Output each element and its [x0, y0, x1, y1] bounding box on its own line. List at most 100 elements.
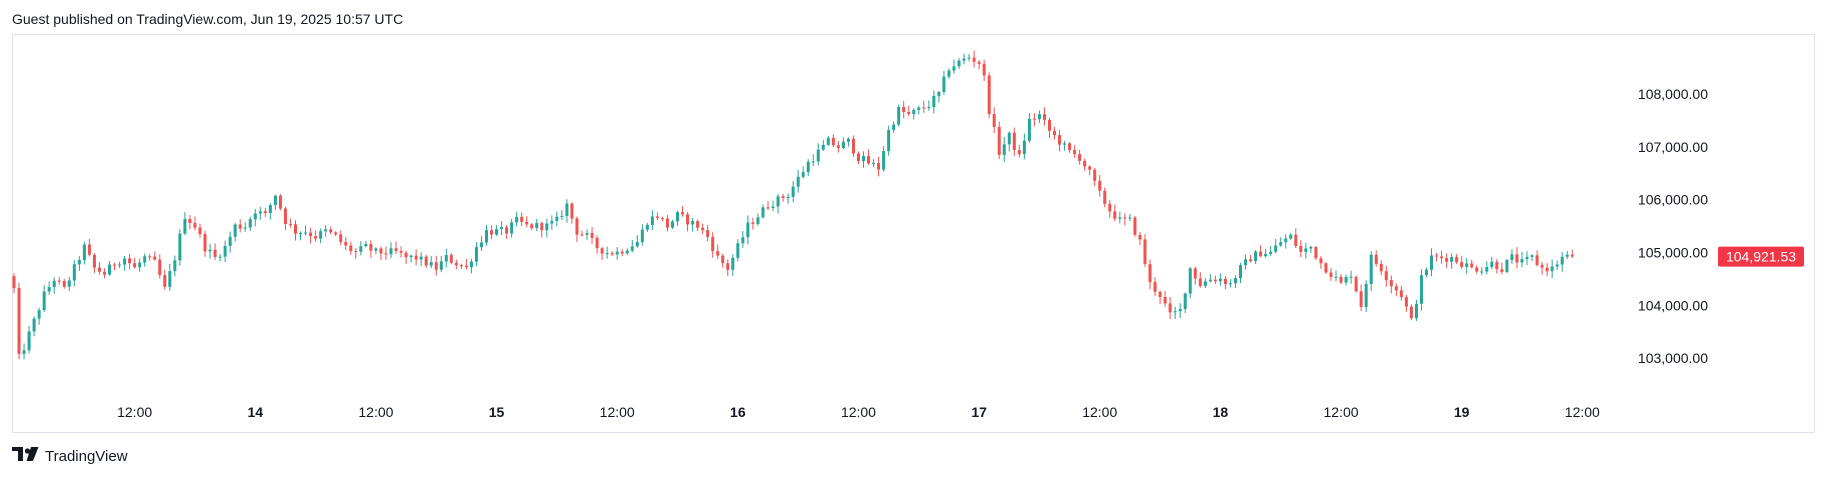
- candle-down: [590, 233, 594, 238]
- candle-down: [424, 256, 428, 266]
- candle-down: [1113, 211, 1117, 219]
- candle-up: [1414, 303, 1418, 319]
- candle-down: [133, 263, 137, 268]
- candle-down: [314, 236, 318, 239]
- candle-up: [515, 216, 519, 223]
- candle-up: [52, 280, 56, 288]
- candle-down: [877, 162, 881, 170]
- candle-up: [771, 206, 775, 208]
- candle-down: [982, 63, 986, 76]
- candle-up: [1510, 254, 1514, 261]
- last-price-marker: 104,921.53: [1718, 246, 1804, 267]
- candle-up: [1480, 271, 1484, 273]
- candle-down: [902, 106, 906, 112]
- candle-down: [113, 264, 117, 266]
- candle-down: [414, 255, 418, 260]
- candle-up: [319, 231, 323, 239]
- candle-up: [299, 232, 303, 234]
- candle-down: [92, 254, 96, 268]
- candle-up: [359, 246, 363, 252]
- candle-up: [1550, 266, 1554, 272]
- candle-down: [278, 195, 282, 209]
- candle-up: [1430, 255, 1434, 270]
- candle-up: [77, 260, 81, 265]
- candle-down: [384, 253, 388, 255]
- price-tick-label: 106,000.00: [1638, 192, 1708, 208]
- price-tick-label: 104,000.00: [1638, 297, 1708, 313]
- candle-down: [490, 230, 494, 235]
- candle-up: [892, 124, 896, 130]
- candle-up: [374, 248, 378, 251]
- candle-down: [655, 216, 659, 218]
- candle-up: [560, 215, 564, 217]
- candle-up: [932, 95, 936, 108]
- candle-up: [550, 220, 554, 224]
- candle-down: [505, 227, 509, 234]
- candle-down: [1394, 286, 1398, 291]
- candle-down: [1143, 239, 1147, 265]
- candle-down: [595, 237, 599, 249]
- candle-down: [1223, 278, 1227, 285]
- time-tick-label: 12:00: [841, 404, 876, 420]
- tradingview-brand-text: TradingView: [45, 447, 128, 465]
- candle-down: [17, 288, 21, 354]
- time-tick-label: 14: [247, 404, 263, 420]
- candle-up: [1063, 143, 1067, 145]
- candle-down: [1389, 280, 1393, 287]
- candle-down: [570, 203, 574, 219]
- candles-group: [12, 50, 1574, 360]
- candle-down: [856, 153, 860, 162]
- candle-down: [1535, 255, 1539, 265]
- candle-up: [841, 141, 845, 148]
- candle-up: [826, 137, 830, 145]
- candle-up: [253, 213, 257, 220]
- candle-down: [1032, 118, 1036, 120]
- candle-down: [1319, 258, 1323, 264]
- candle-up: [143, 256, 147, 263]
- candle-down: [701, 227, 705, 231]
- price-tick-label: 105,000.00: [1638, 244, 1708, 260]
- candle-down: [1339, 276, 1343, 283]
- candle-up: [786, 196, 790, 199]
- time-tick-label: 12:00: [1565, 404, 1600, 420]
- candle-down: [580, 234, 584, 236]
- candle-down: [1153, 282, 1157, 292]
- time-tick-label: 15: [489, 404, 505, 420]
- candle-down: [1042, 114, 1046, 120]
- candle-down: [1108, 203, 1112, 212]
- candle-up: [625, 250, 629, 254]
- candle-down: [449, 254, 453, 263]
- candle-down: [1249, 259, 1253, 262]
- candle-down: [193, 222, 197, 228]
- candle-down: [530, 224, 534, 229]
- candle-up: [248, 219, 252, 228]
- candle-down: [1324, 263, 1328, 273]
- candle-down: [12, 276, 16, 289]
- candle-down: [1198, 278, 1202, 287]
- candle-up: [138, 262, 142, 268]
- price-axis: 103,000.00 104,000.00 105,000.00 106,000.00…: [1638, 86, 1708, 366]
- candle-up: [123, 258, 127, 265]
- candle-down: [766, 207, 770, 209]
- candle-up: [82, 244, 86, 261]
- candle-down: [188, 219, 192, 223]
- candle-up: [1485, 267, 1489, 272]
- candle-up: [510, 222, 514, 234]
- candle-down: [1058, 135, 1062, 145]
- footer-brand[interactable]: TradingView: [12, 447, 128, 465]
- publish-info: Guest published on TradingView.com, Jun …: [12, 11, 404, 27]
- candle-up: [816, 149, 820, 162]
- candle-down: [57, 280, 61, 282]
- candle-down: [203, 234, 207, 252]
- candle-up: [917, 107, 921, 110]
- candle-up: [535, 223, 539, 229]
- candle-down: [706, 230, 710, 237]
- time-tick-label: 12:00: [600, 404, 635, 420]
- candle-up: [1118, 217, 1122, 219]
- candle-up: [615, 251, 619, 255]
- time-tick-label: 19: [1454, 404, 1470, 420]
- candle-up: [1364, 284, 1368, 307]
- candle-down: [459, 265, 463, 267]
- candle-down: [851, 138, 855, 154]
